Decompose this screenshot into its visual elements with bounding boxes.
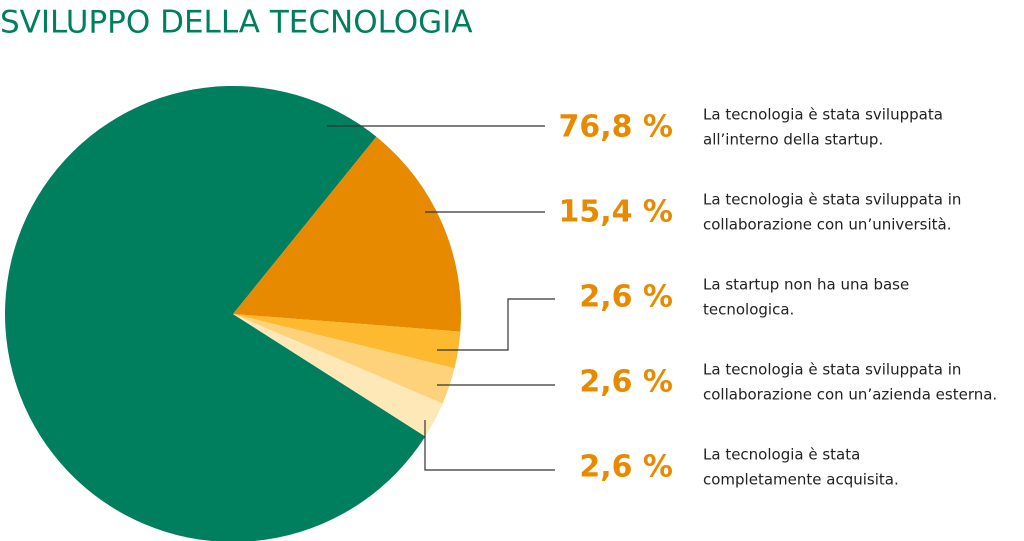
pie-slice [233, 314, 443, 437]
legend-label: tecnologica. [703, 301, 794, 319]
legend-label: all’interno della startup. [703, 131, 883, 149]
legend-label: La tecnologia è stata sviluppata in [703, 191, 961, 209]
legend-label: La tecnologia è stata sviluppata in [703, 361, 961, 379]
legend-label: La tecnologia è stata sviluppata [703, 106, 943, 124]
pie [5, 86, 461, 541]
value-label: 76,8 % [558, 110, 673, 145]
legend-label: collaborazione con un’azienda esterna. [703, 386, 997, 404]
pie-slice [233, 314, 455, 404]
pie-slice [233, 136, 461, 332]
legend-label: collaborazione con un’università. [703, 216, 952, 234]
leader-line [437, 298, 555, 351]
leader-line [424, 420, 555, 471]
legend-label: La startup non ha una base [703, 276, 909, 294]
chart-title: SVILUPPO DELLA TECNOLOGIA [0, 5, 473, 41]
value-label: 15,4 % [558, 195, 673, 230]
legend-label: completamente acquisita. [703, 471, 899, 489]
pie-slice [233, 314, 461, 369]
value-label: 2,6 % [579, 280, 673, 315]
value-label: 2,6 % [579, 450, 673, 485]
value-label: 2,6 % [579, 365, 673, 400]
legend-label: La tecnologia è stata [703, 446, 860, 464]
pie-slice [5, 86, 426, 541]
